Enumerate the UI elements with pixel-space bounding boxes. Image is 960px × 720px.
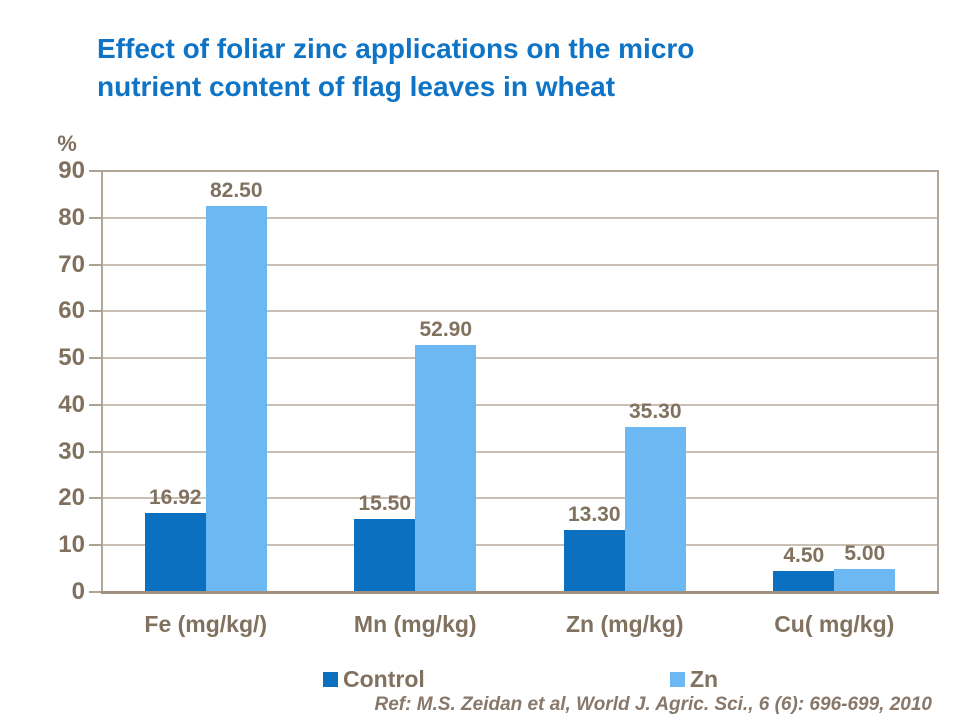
plot-border-top [101,170,939,172]
value-label: 5.00 [844,541,886,565]
value-label: 4.50 [783,543,825,567]
y-axis-tick [89,591,102,593]
y-axis-label: 70 [58,250,85,278]
y-axis-label: 20 [58,484,85,512]
category-label: Cu( mg/kg) [774,611,895,637]
value-label: 35.30 [628,399,682,423]
bar-zn-2 [415,344,477,592]
legend-item-control: Control [323,666,425,693]
category-label: Fe (mg/kg/) [144,611,268,637]
value-label: 13.30 [567,502,621,526]
gridline [103,357,937,360]
bar-zn-1 [205,206,267,592]
legend-item-zn: Zn [670,666,718,693]
y-axis-tick [89,263,102,266]
gridline [103,544,937,547]
value-label: 82.50 [209,179,263,203]
gridline [103,450,937,453]
gridline [103,310,937,313]
y-axis-label: 60 [58,297,85,325]
y-axis-tick [89,170,102,172]
y-axis-label: 10 [58,531,85,559]
bar-control-2 [354,519,416,592]
chart-title-line1: Effect of foliar zinc applications on th… [97,33,695,64]
gridline [103,403,937,406]
y-axis-label: 80 [58,203,85,231]
y-axis-label: 40 [58,390,85,418]
bar-control-3 [563,529,625,592]
y-axis-label: 0 [71,578,85,605]
legend-swatch-zn [670,672,685,687]
x-axis-line [101,591,939,594]
plot-border-left [101,170,103,592]
gridline [103,263,937,266]
y-axis-tick [89,497,102,500]
category-label: Mn (mg/kg) [353,611,477,637]
y-axis-label: 90 [58,157,85,184]
value-label: 52.90 [419,317,473,341]
bar-control-1 [144,512,206,592]
y-axis-label: 50 [58,344,85,372]
chart-title-line2: nutrient content of flag leaves in wheat [97,71,616,102]
y-axis-tick [89,310,102,313]
legend-label-zn: Zn [690,666,719,692]
plot-border-right [937,170,939,592]
chart-title: Effect of foliar zinc applications on th… [97,30,694,106]
y-axis-tick [89,403,102,406]
bar-control-4 [773,570,835,592]
reference-citation: Ref: M.S. Zeidan et al, World J. Agric. … [374,694,932,715]
y-axis-tick [89,450,102,453]
value-label: 15.50 [358,492,412,516]
bar-zn-3 [624,426,686,592]
legend-swatch-control [323,672,338,687]
y-axis-tick [89,544,102,547]
value-label: 16.92 [148,485,202,509]
y-axis-unit-label: % [57,131,77,156]
y-axis-label: 30 [58,437,85,465]
bar-zn-4 [834,568,896,592]
y-axis-tick [89,216,102,219]
legend-label-control: Control [343,666,425,692]
gridline [103,497,937,500]
category-label: Zn (mg/kg) [565,611,684,637]
gridline [103,216,937,219]
y-axis-tick [89,357,102,360]
